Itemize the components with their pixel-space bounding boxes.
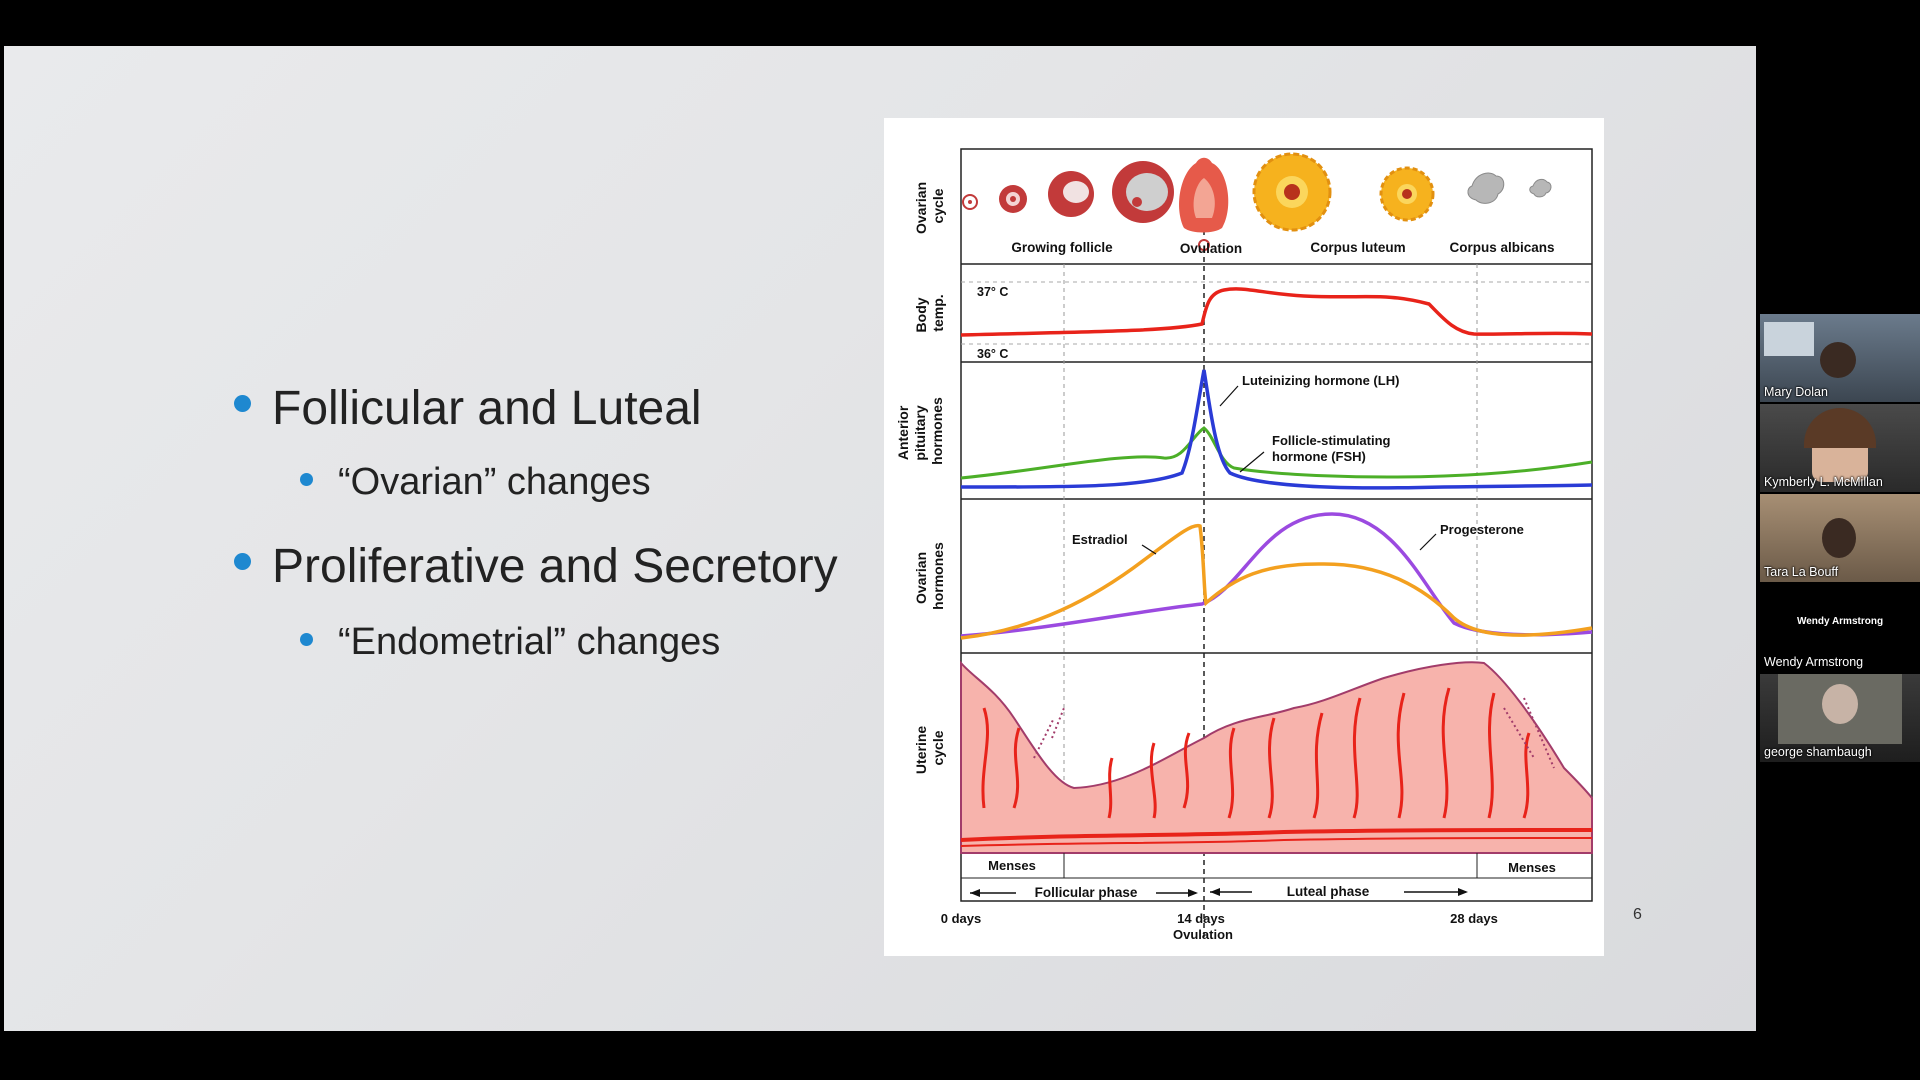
participant-name: Kymberly L. McMillan (1764, 475, 1883, 489)
label-growing-follicle: Growing follicle (1011, 240, 1113, 255)
corpus-luteum-icons (1252, 152, 1435, 232)
bullet-text: “Endometrial” changes (338, 621, 721, 663)
fsh-curve (960, 426, 1593, 480)
row-label-ovarian-hormones: Ovarian hormones (913, 542, 946, 610)
label-temp-37: 37° C (977, 285, 1008, 299)
label-progesterone: Progesterone (1440, 522, 1524, 537)
bullet-ovarian-changes: “Ovarian” changes (300, 461, 1238, 504)
endometrium-illustration (960, 660, 1593, 854)
bullet-dot-icon (234, 553, 251, 570)
label-ovulation-day: Ovulation (1173, 927, 1233, 942)
label-lh: Luteinizing hormone (LH) (1242, 373, 1399, 388)
body-temp-curve (960, 287, 1593, 337)
growing-follicle-icons (962, 161, 1174, 223)
phase-arrows (970, 888, 1468, 897)
bullet-text: Proliferative and Secretory (272, 540, 838, 593)
participant-tile[interactable]: Mary Dolan (1760, 314, 1920, 402)
label-ovulation: Ovulation (1180, 241, 1242, 256)
window-background (1764, 322, 1814, 356)
participant-name: Wendy Armstrong (1764, 655, 1864, 669)
bullet-text: “Ovarian” changes (338, 461, 651, 503)
person-silhouette-icon (1820, 342, 1856, 378)
label-follicular-phase: Follicular phase (1035, 885, 1138, 900)
bullet-text: Follicular and Luteal (272, 382, 702, 435)
label-menses-end: Menses (1508, 860, 1556, 875)
bullet-dot-icon (234, 395, 251, 412)
bullet-follicular-luteal: Follicular and Luteal (234, 381, 1172, 436)
bullet-proliferative-secretory: Proliferative and Secretory (234, 539, 1172, 594)
participant-tile-no-video[interactable]: Wendy Armstrong Wendy Armstrong (1760, 584, 1920, 672)
label-14-days: 14 days (1177, 911, 1225, 926)
lh-curve (960, 369, 1593, 490)
row-label-uterine-cycle: Uterine cycle (913, 722, 946, 774)
row-label-ovarian-cycle: Ovarian cycle (913, 178, 946, 234)
bullet-dot-icon (300, 633, 313, 646)
hair-shape (1804, 408, 1876, 448)
participant-name: george shambaugh (1764, 745, 1872, 759)
estradiol-curve (960, 523, 1593, 640)
label-estradiol: Estradiol (1072, 532, 1128, 547)
person-silhouette-icon (1822, 518, 1856, 558)
label-28-days: 28 days (1450, 911, 1498, 926)
participant-name: Mary Dolan (1764, 385, 1828, 399)
row-label-body-temp: Body temp. (913, 294, 946, 333)
label-luteal-phase: Luteal phase (1287, 884, 1370, 899)
slide-number: 6 (1633, 906, 1642, 923)
ovulation-icon (1179, 157, 1229, 251)
bullet-dot-icon (300, 473, 313, 486)
row-label-anterior-pituitary: Anterior pituitary hormones (895, 397, 945, 465)
label-corpus-albicans: Corpus albicans (1449, 240, 1554, 255)
corpus-albicans-icons (1467, 172, 1552, 204)
participant-name: Tara La Bouff (1764, 565, 1839, 579)
person-face-icon (1822, 684, 1858, 724)
label-corpus-luteum: Corpus luteum (1310, 240, 1405, 255)
label-0-days: 0 days (941, 911, 981, 926)
diagram-frame (960, 148, 1593, 902)
bullet-endometrial-changes: “Endometrial” changes (300, 621, 1238, 664)
participant-video-strip[interactable]: Mary Dolan Kymberly L. McMillan Tara La … (1760, 314, 1920, 766)
label-temp-36: 36° C (977, 347, 1008, 361)
menstrual-cycle-diagram: Ovarian cycle Body temp. Anterior pituit… (884, 118, 1604, 956)
participant-tile[interactable]: Tara La Bouff (1760, 494, 1920, 582)
label-fsh: Follicle-stimulating hormone (FSH) (1272, 433, 1394, 464)
participant-tile[interactable]: Kymberly L. McMillan (1760, 404, 1920, 492)
label-menses-start: Menses (988, 858, 1036, 873)
participant-tile[interactable]: george shambaugh (1760, 674, 1920, 762)
participant-center-name: Wendy Armstrong (1796, 616, 1884, 627)
presentation-slide: Follicular and Luteal “Ovarian” changes … (4, 46, 1756, 1031)
